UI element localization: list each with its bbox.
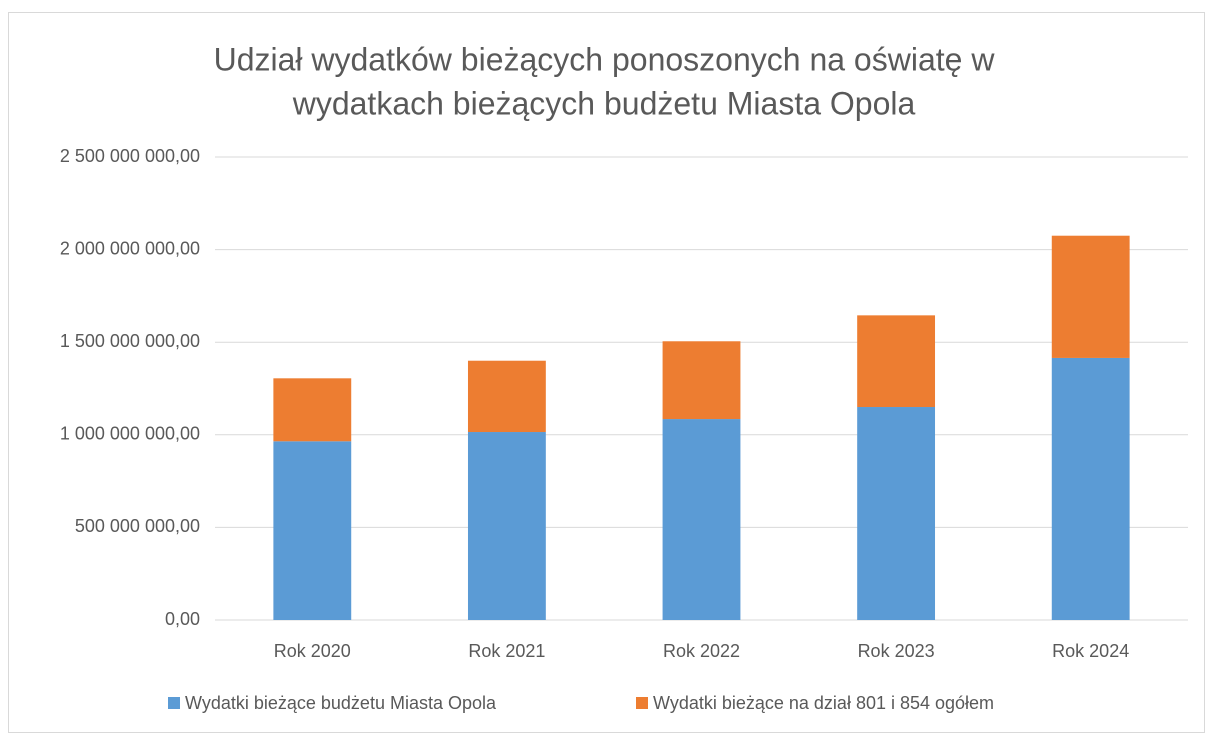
y-tick-label: 500 000 000,00 <box>75 516 200 536</box>
bar-segment <box>1051 357 1130 620</box>
bar-segment <box>467 360 546 433</box>
legend-swatch <box>636 697 648 709</box>
x-tick-label: Rok 2022 <box>663 641 740 661</box>
legend-label: Wydatki bieżące na dział 801 i 854 ogółe… <box>653 693 994 713</box>
bar-segment <box>1051 235 1130 358</box>
y-tick-label: 2 000 000 000,00 <box>60 238 200 258</box>
bar-segment <box>662 341 741 420</box>
bar-segment <box>467 432 546 620</box>
bar-segment <box>273 378 352 442</box>
bar-segment <box>273 441 352 620</box>
y-tick-label: 1 000 000 000,00 <box>60 424 200 444</box>
x-tick-label: Rok 2023 <box>858 641 935 661</box>
chart-frame <box>8 12 1205 733</box>
x-tick-label: Rok 2021 <box>468 641 545 661</box>
y-tick-label: 1 500 000 000,00 <box>60 331 200 351</box>
chart-title: Udział wydatków bieżących ponoszonych na… <box>214 41 996 77</box>
bar-segment <box>857 315 936 408</box>
x-tick-label: Rok 2020 <box>274 641 351 661</box>
bar-segment <box>662 419 741 620</box>
legend-label: Wydatki bieżące budżetu Miasta Opola <box>185 693 497 713</box>
y-tick-label: 0,00 <box>165 609 200 629</box>
legend-swatch <box>168 697 180 709</box>
bar-segment <box>857 407 936 620</box>
x-tick-label: Rok 2024 <box>1052 641 1129 661</box>
chart-title: wydatkach bieżących budżetu Miasta Opola <box>292 85 916 121</box>
y-tick-label: 2 500 000 000,00 <box>60 146 200 166</box>
